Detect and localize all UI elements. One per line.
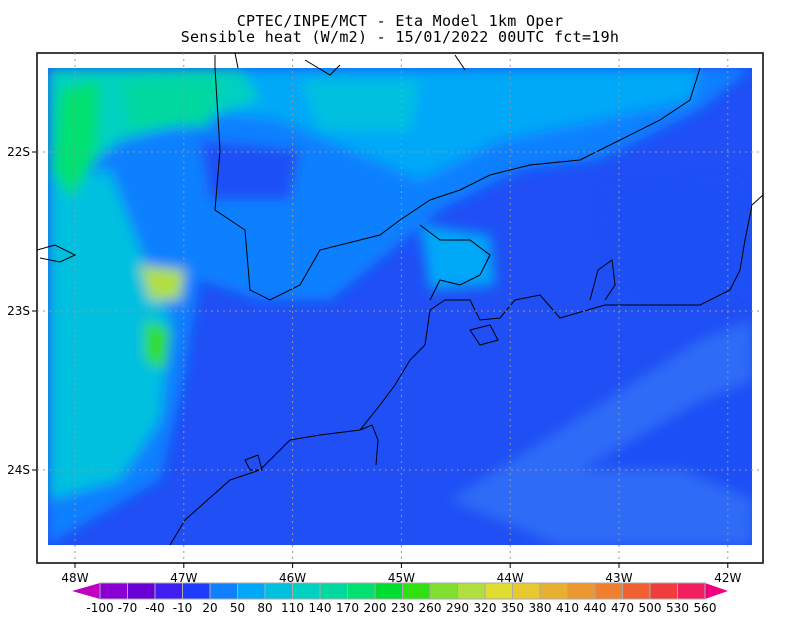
lon-label: 43W	[605, 571, 632, 585]
colorbar-box	[99, 582, 128, 600]
colorbar-label: 20	[202, 601, 217, 615]
colorbar-over-triangle	[705, 583, 728, 599]
colorbar-under-triangle	[72, 583, 100, 599]
colorbar-box	[154, 582, 183, 600]
lat-label: 23S	[7, 304, 30, 318]
lat-label: 24S	[7, 463, 30, 477]
colorbar-label: 80	[257, 601, 272, 615]
coastline	[169, 68, 752, 545]
colorbar-label: 260	[419, 601, 442, 615]
colorbar-label: 350	[501, 601, 524, 615]
colorbar-box	[264, 582, 293, 600]
colorbar-label: 110	[281, 601, 304, 615]
colorbar-box	[512, 582, 541, 600]
colorbar-box	[292, 582, 321, 600]
title-line-2: Sensible heat (W/m2) - 15/01/2022 00UTC …	[180, 28, 620, 46]
colorbar-label: 410	[556, 601, 579, 615]
colorbar-box	[127, 582, 156, 600]
colorbar-label: 230	[391, 601, 414, 615]
colorbar-label: 500	[639, 601, 662, 615]
colorbar: -100 -70 -40 -10 20 50 80 110 140 170 200 230 260 290…	[72, 582, 728, 615]
colorbar-label: -100	[86, 601, 113, 615]
lon-label: 48W	[61, 571, 88, 585]
colorbar-label: 470	[611, 601, 634, 615]
colorbar-label: 440	[584, 601, 607, 615]
colorbar-label: 140	[309, 601, 332, 615]
lon-label: 47W	[170, 571, 197, 585]
colorbar-label: -10	[173, 601, 193, 615]
colorbar-box	[622, 582, 651, 600]
colorbar-label: 380	[529, 601, 552, 615]
colorbar-label: 530	[666, 601, 689, 615]
sensible-heat-field	[48, 68, 752, 545]
lon-label: 45W	[388, 571, 415, 585]
title-line-1: CPTEC/INPE/MCT - Eta Model 1km Oper	[236, 12, 564, 30]
lon-label: 44W	[497, 571, 524, 585]
colorbar-box	[182, 582, 211, 600]
colorbar-box	[319, 582, 348, 600]
colorbar-box	[209, 582, 238, 600]
colorbar-label: 560	[694, 601, 717, 615]
colorbar-label: 290	[446, 601, 469, 615]
colorbar-box	[347, 582, 376, 600]
colorbar-box	[374, 582, 403, 600]
colorbar-label: 50	[230, 601, 245, 615]
lon-label: 46W	[279, 571, 306, 585]
colorbar-box	[237, 582, 266, 600]
colorbar-label: 200	[364, 601, 387, 615]
lon-label: 42W	[714, 571, 741, 585]
colorbar-box	[539, 582, 568, 600]
colorbar-box	[457, 582, 486, 600]
colorbar-box	[677, 582, 706, 600]
lat-label: 22S	[7, 145, 30, 159]
colorbar-label: 170	[336, 601, 359, 615]
lat-lon-grid	[37, 53, 763, 563]
colorbar-label: -70	[118, 601, 138, 615]
colorbar-label: 320	[474, 601, 497, 615]
colorbar-box	[484, 582, 513, 600]
colorbar-box	[567, 582, 596, 600]
colorbar-box	[402, 582, 431, 600]
colorbar-box	[649, 582, 678, 600]
colorbar-box	[594, 582, 623, 600]
colorbar-box	[429, 582, 458, 600]
colorbar-label: -40	[145, 601, 165, 615]
